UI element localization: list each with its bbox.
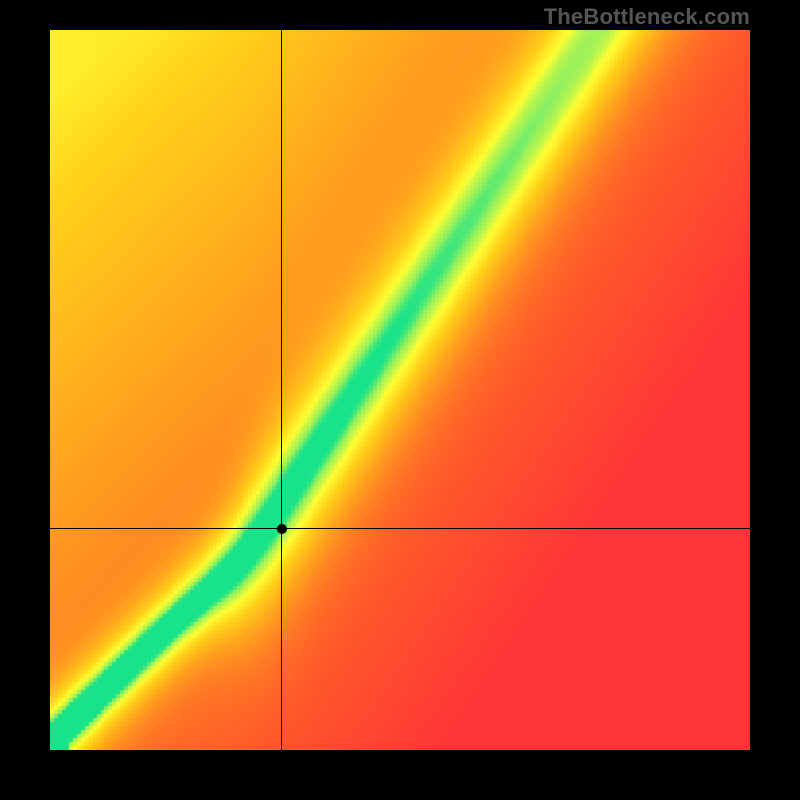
crosshair-marker xyxy=(275,522,289,536)
frame-border-bottom xyxy=(0,750,800,800)
frame-border-right xyxy=(750,0,800,800)
watermark-text: TheBottleneck.com xyxy=(544,4,750,30)
frame-border-left xyxy=(0,0,50,800)
bottleneck-heatmap xyxy=(50,30,750,750)
crosshair-vertical-line xyxy=(281,30,282,750)
crosshair-horizontal-line xyxy=(50,528,750,529)
